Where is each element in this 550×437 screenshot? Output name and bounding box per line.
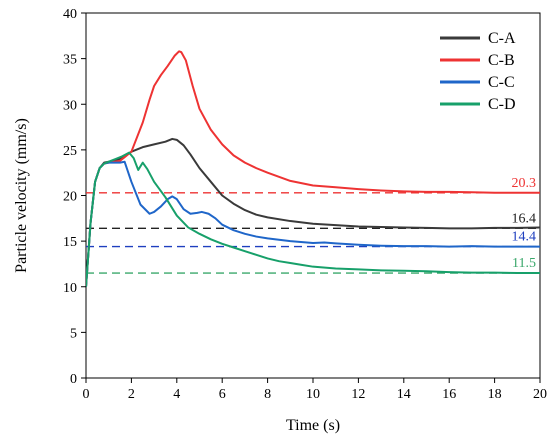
y-tick-label: 35 — [63, 53, 77, 68]
x-tick-label: 18 — [488, 387, 502, 402]
reference-label: 11.5 — [512, 256, 536, 271]
axes: 0 2 4 6 8 10 12 14 16 18 20 0 5 10 15 20 25 30 35 40 — [63, 7, 547, 402]
legend-label: C-A — [488, 30, 516, 47]
y-tick-label: 40 — [63, 7, 77, 22]
y-tick-label: 30 — [63, 98, 77, 113]
legend: C-A C-B C-C C-D — [440, 30, 516, 113]
x-axis-title: Time (s) — [286, 417, 340, 434]
reference-lines — [86, 192, 540, 274]
reference-labels: 20.3 16.4 14.4 11.5 — [512, 176, 537, 271]
y-tick-label: 0 — [70, 372, 77, 387]
x-tick-label: 14 — [397, 387, 411, 402]
x-tick-label: 20 — [533, 387, 547, 402]
y-tick-label: 20 — [63, 190, 77, 205]
x-tick-label: 0 — [83, 387, 90, 402]
x-tick-label: 16 — [442, 387, 456, 402]
series-line-c-d — [86, 151, 540, 287]
x-tick-label: 8 — [264, 387, 271, 402]
y-tick-label: 5 — [70, 326, 77, 341]
x-tick-label: 12 — [351, 387, 365, 402]
y-tick-label: 25 — [63, 144, 77, 159]
series-line-c-c — [86, 160, 540, 287]
x-tick-label: 2 — [128, 387, 135, 402]
series-lines — [86, 50, 540, 287]
y-tick-label: 10 — [63, 281, 77, 296]
x-tick-label: 6 — [219, 387, 226, 402]
legend-label: C-C — [488, 74, 515, 91]
legend-label: C-B — [488, 52, 515, 69]
y-tick-label: 15 — [63, 235, 77, 250]
x-tick-label: 10 — [306, 387, 320, 402]
reference-label: 14.4 — [512, 230, 537, 245]
series-line-c-b — [86, 50, 540, 287]
reference-label: 20.3 — [512, 176, 537, 191]
y-axis-title: Particle velocity (mm/s) — [13, 118, 30, 273]
legend-label: C-D — [488, 96, 516, 113]
plot-frame — [85, 12, 541, 379]
reference-label: 16.4 — [512, 211, 537, 226]
x-tick-label: 4 — [173, 387, 180, 402]
